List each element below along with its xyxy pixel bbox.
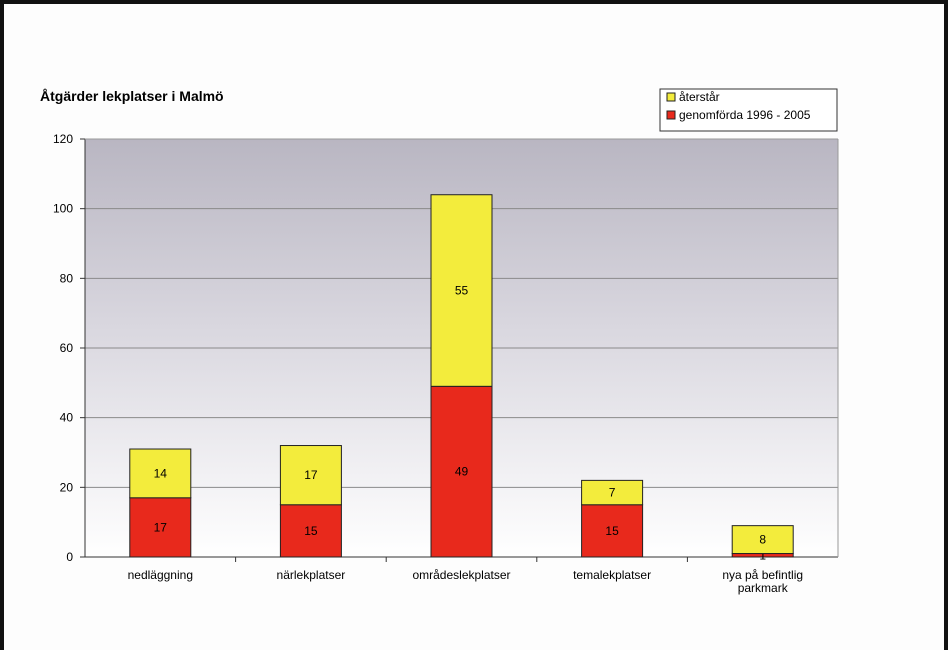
x-tick-label: områdeslekplatser [412, 568, 510, 582]
data-label: 14 [154, 466, 168, 480]
data-label: 8 [759, 533, 766, 547]
bar-segment-completed [279, 504, 342, 558]
x-tick-label: parkmark [738, 581, 789, 595]
x-tick-label: temalekplatser [573, 568, 651, 582]
bar-segment-completed [581, 504, 644, 558]
data-label: 1 [759, 548, 766, 562]
x-tick-label: närlekplatser [277, 568, 346, 582]
legend-label: genomförda 1996 - 2005 [679, 108, 811, 122]
y-tick-label: 120 [53, 132, 73, 146]
chart-title: Åtgärder lekplatser i Malmö [40, 88, 224, 104]
data-label: 17 [154, 520, 168, 534]
data-label: 15 [605, 524, 619, 538]
bar-segment-completed [129, 497, 192, 558]
x-tick-label: nya på befintlig [722, 568, 803, 582]
bar-segment-remaining [581, 479, 644, 506]
bar-segment-remaining [129, 448, 192, 499]
bar-segment-remaining [430, 194, 493, 387]
bar-segment-remaining [279, 445, 342, 506]
y-tick-label: 60 [60, 341, 74, 355]
bar-segment-remaining [731, 525, 794, 555]
legend-swatch [666, 110, 676, 120]
y-tick-label: 100 [53, 202, 73, 216]
legend-box [659, 88, 838, 132]
x-tick-label: nedläggning [128, 568, 193, 582]
legend-swatch [666, 92, 676, 102]
data-label: 15 [304, 524, 318, 538]
data-label: 49 [455, 465, 469, 479]
plot-area: 0204060801001201714nedläggning1517närlek… [53, 132, 839, 595]
legend: återstår genomförda 1996 - 2005 [659, 88, 838, 132]
y-tick-label: 0 [66, 550, 73, 564]
data-label: 55 [455, 284, 469, 298]
data-label: 7 [609, 486, 616, 500]
data-label: 17 [304, 468, 318, 482]
legend-label: återstår [679, 90, 720, 104]
y-tick-label: 20 [60, 480, 74, 494]
y-tick-label: 40 [60, 411, 74, 425]
y-tick-label: 80 [60, 271, 74, 285]
bar-segment-completed [430, 385, 493, 558]
